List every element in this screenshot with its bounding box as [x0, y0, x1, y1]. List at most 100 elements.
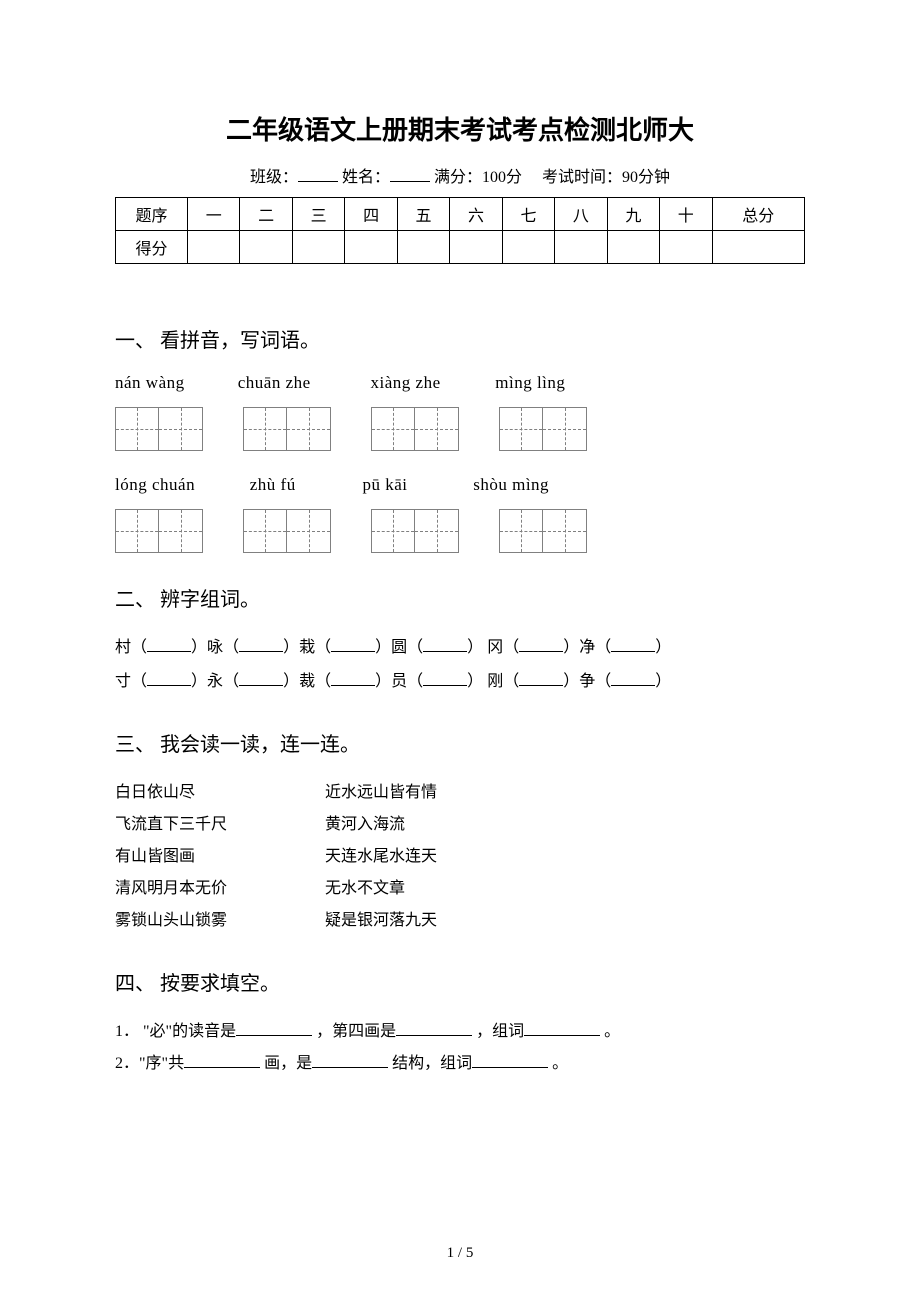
- cell-blank[interactable]: [502, 231, 554, 264]
- q4-line1: 1． "必"的读音是 ，第四画是 ，组词 。: [115, 1016, 805, 1048]
- text: 1． "必"的读音是: [115, 1023, 236, 1040]
- q4-line2: 2．"序"共 画，是 结构，组词 。: [115, 1048, 805, 1080]
- q1-heading: 一、 看拼音，写词语。: [115, 324, 805, 353]
- match-row: 白日依山尽近水远山皆有情: [115, 777, 805, 809]
- pinyin-item: mìng lìng: [495, 373, 605, 393]
- pinyin-item: shòu mìng: [473, 475, 583, 495]
- text: 。: [552, 1055, 568, 1072]
- match-left: 有山皆图画: [115, 841, 325, 873]
- blank[interactable]: [236, 1035, 312, 1036]
- table-row: 题序 一 二 三 四 五 六 七 八 九 十 总分: [116, 198, 805, 231]
- blank[interactable]: [524, 1035, 600, 1036]
- cell: 七: [502, 198, 554, 231]
- blank[interactable]: [423, 685, 467, 686]
- char: 永: [207, 673, 223, 690]
- blank[interactable]: [423, 651, 467, 652]
- char: 裁: [299, 673, 315, 690]
- blank[interactable]: [147, 651, 191, 652]
- pinyin-row: nán wàng chuān zhe xiàng zhe mìng lìng: [115, 373, 805, 393]
- char: 村: [115, 639, 131, 656]
- score-value: 100分: [482, 169, 522, 186]
- cell: 十: [660, 198, 712, 231]
- q3-container: 白日依山尽近水远山皆有情飞流直下三千尺黄河入海流有山皆图画天连水尾水连天清风明月…: [115, 777, 805, 937]
- cell-blank[interactable]: [555, 231, 607, 264]
- table-row: 得分: [116, 231, 805, 264]
- char-boxes-row: [115, 407, 805, 451]
- score-label: 满分：: [434, 169, 482, 186]
- char-box-pair[interactable]: [243, 509, 331, 553]
- blank[interactable]: [519, 651, 563, 652]
- cell-blank[interactable]: [712, 231, 804, 264]
- match-row: 雾锁山头山锁雾疑是银河落九天: [115, 905, 805, 937]
- blank[interactable]: [611, 685, 655, 686]
- cell-blank[interactable]: [188, 231, 240, 264]
- text: ，组词: [476, 1023, 524, 1040]
- char: 寸: [115, 673, 131, 690]
- cell-blank[interactable]: [240, 231, 292, 264]
- name-label: 姓名：: [342, 169, 390, 186]
- char-box-pair[interactable]: [115, 407, 203, 451]
- class-blank[interactable]: [298, 166, 338, 182]
- page-number: 1 / 5: [0, 1245, 920, 1262]
- cell-blank[interactable]: [660, 231, 712, 264]
- match-left: 雾锁山头山锁雾: [115, 905, 325, 937]
- pinyin-item: lóng chuán: [115, 475, 245, 495]
- cell-blank[interactable]: [292, 231, 344, 264]
- char-box-pair[interactable]: [371, 509, 459, 553]
- blank[interactable]: [519, 685, 563, 686]
- page-title: 二年级语文上册期末考试考点检测北师大: [115, 110, 805, 147]
- blank[interactable]: [611, 651, 655, 652]
- cell-blank[interactable]: [450, 231, 502, 264]
- char: 员: [391, 673, 407, 690]
- char-box-pair[interactable]: [115, 509, 203, 553]
- char: 咏: [207, 639, 223, 656]
- match-right: 黄河入海流: [325, 809, 405, 841]
- cell: 五: [397, 198, 449, 231]
- char-box-pair[interactable]: [499, 509, 587, 553]
- pinyin-item: zhù fú: [250, 475, 358, 495]
- cell: 题序: [116, 198, 188, 231]
- score-table: 题序 一 二 三 四 五 六 七 八 九 十 总分 得分: [115, 197, 805, 264]
- cell: 九: [607, 198, 659, 231]
- blank[interactable]: [184, 1067, 260, 1068]
- q2-line: 寸（）永（）裁（）员（） 刚（）争（）: [115, 666, 805, 698]
- pinyin-row: lóng chuán zhù fú pū kāi shòu mìng: [115, 475, 805, 495]
- char-box-pair[interactable]: [243, 407, 331, 451]
- q2-heading: 二、 辨字组词。: [115, 583, 805, 612]
- pinyin-item: pū kāi: [363, 475, 469, 495]
- match-row: 飞流直下三千尺黄河入海流: [115, 809, 805, 841]
- cell-blank[interactable]: [345, 231, 397, 264]
- char: 争: [579, 673, 595, 690]
- match-right: 近水远山皆有情: [325, 777, 437, 809]
- blank[interactable]: [147, 685, 191, 686]
- char: 刚: [487, 673, 503, 690]
- q2-line: 村（）咏（）栽（）圆（） 冈（）净（）: [115, 632, 805, 664]
- cell: 六: [450, 198, 502, 231]
- char-box-pair[interactable]: [499, 407, 587, 451]
- text: 结构，组词: [392, 1055, 472, 1072]
- char: 净: [579, 639, 595, 656]
- blank[interactable]: [331, 651, 375, 652]
- match-left: 白日依山尽: [115, 777, 325, 809]
- char: 栽: [299, 639, 315, 656]
- meta-line: 班级： 姓名： 满分：100分 考试时间：90分钟: [115, 163, 805, 187]
- cell-blank[interactable]: [397, 231, 449, 264]
- blank[interactable]: [472, 1067, 548, 1068]
- match-row: 清风明月本无价无水不文章: [115, 873, 805, 905]
- match-row: 有山皆图画天连水尾水连天: [115, 841, 805, 873]
- char-box-pair[interactable]: [371, 407, 459, 451]
- cell: 得分: [116, 231, 188, 264]
- pinyin-item: chuān zhe: [238, 373, 366, 393]
- match-left: 飞流直下三千尺: [115, 809, 325, 841]
- blank[interactable]: [239, 651, 283, 652]
- time-value: 90分钟: [622, 169, 670, 186]
- q4-heading: 四、 按要求填空。: [115, 967, 805, 996]
- blank[interactable]: [239, 685, 283, 686]
- blank[interactable]: [331, 685, 375, 686]
- cell-blank[interactable]: [607, 231, 659, 264]
- text: 。: [604, 1023, 620, 1040]
- time-label: 考试时间：: [542, 169, 622, 186]
- name-blank[interactable]: [390, 166, 430, 182]
- blank[interactable]: [396, 1035, 472, 1036]
- blank[interactable]: [312, 1067, 388, 1068]
